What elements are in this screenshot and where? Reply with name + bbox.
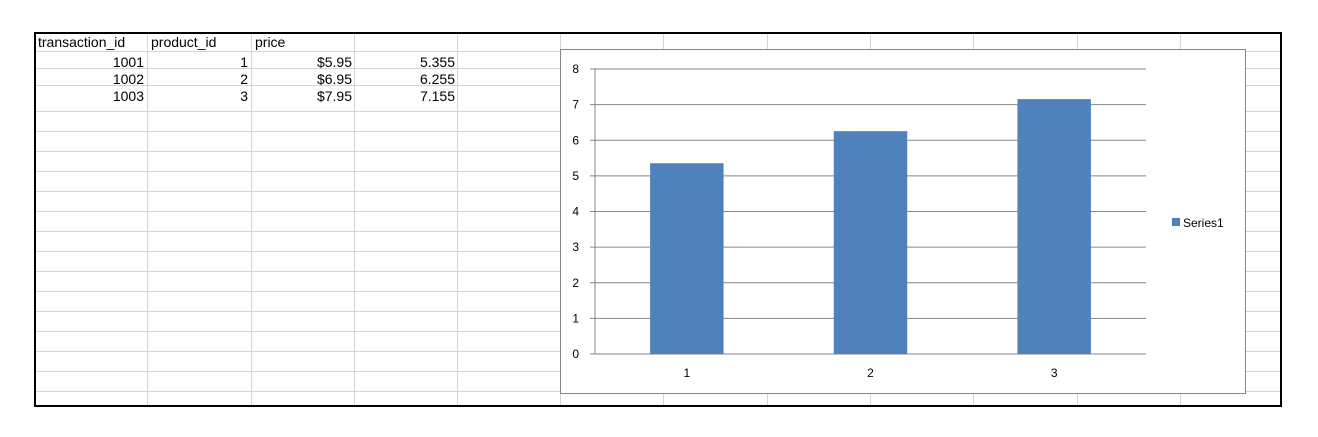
legend-swatch — [1172, 218, 1180, 226]
cell-price[interactable]: $5.95 — [316, 54, 352, 70]
cell-transaction-id[interactable]: 1003 — [112, 88, 144, 104]
y-tick-label: 5 — [572, 169, 579, 183]
bar-series1[interactable] — [1017, 99, 1091, 355]
cell-product-id[interactable]: 1 — [240, 54, 248, 70]
y-tick-label: 8 — [572, 62, 579, 76]
header-transaction-id[interactable]: transaction_id — [38, 34, 126, 50]
cell-computed-value[interactable]: 7.155 — [419, 88, 455, 104]
cell-price[interactable]: $6.95 — [316, 71, 352, 87]
y-tick-label: 2 — [572, 276, 579, 290]
y-tick-label: 7 — [572, 98, 579, 112]
cell-computed-value[interactable]: 6.255 — [419, 71, 455, 87]
cell-transaction-id[interactable]: 1001 — [112, 54, 144, 70]
x-tick-label: 3 — [1051, 366, 1058, 380]
y-tick-label: 1 — [572, 311, 579, 325]
cell-transaction-id[interactable]: 1002 — [112, 71, 144, 87]
x-tick-label: 1 — [683, 366, 690, 380]
header-price[interactable]: price — [255, 34, 286, 50]
y-tick-label: 4 — [572, 205, 579, 219]
chart-canvas: 0 1 2 3 4 5 6 7 8 1 2 3 Series1 — [572, 62, 1224, 380]
y-tick-label: 6 — [572, 133, 579, 147]
y-tick-label: 3 — [572, 240, 579, 254]
cell-product-id[interactable]: 3 — [240, 88, 248, 104]
spreadsheet-area: transaction_id product_id price 1001 1 $… — [34, 32, 1282, 407]
bar-series1[interactable] — [650, 163, 724, 354]
legend-label: Series1 — [1183, 216, 1224, 230]
bar-series1[interactable] — [833, 131, 908, 354]
header-product-id[interactable]: product_id — [151, 34, 217, 50]
cell-price[interactable]: $7.95 — [316, 88, 352, 104]
cell-computed-value[interactable]: 5.355 — [419, 54, 455, 70]
cell-product-id[interactable]: 2 — [240, 71, 248, 87]
bar-chart[interactable]: 0 1 2 3 4 5 6 7 8 1 2 3 Series1 — [560, 49, 1246, 394]
x-tick-label: 2 — [867, 366, 874, 380]
y-tick-label: 0 — [572, 347, 579, 361]
